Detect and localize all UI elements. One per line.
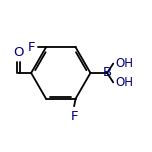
Text: F: F xyxy=(70,110,78,123)
Text: B: B xyxy=(103,66,112,79)
Text: F: F xyxy=(28,41,35,54)
Text: OH: OH xyxy=(116,76,133,89)
Text: OH: OH xyxy=(116,57,133,70)
Text: O: O xyxy=(13,46,24,59)
